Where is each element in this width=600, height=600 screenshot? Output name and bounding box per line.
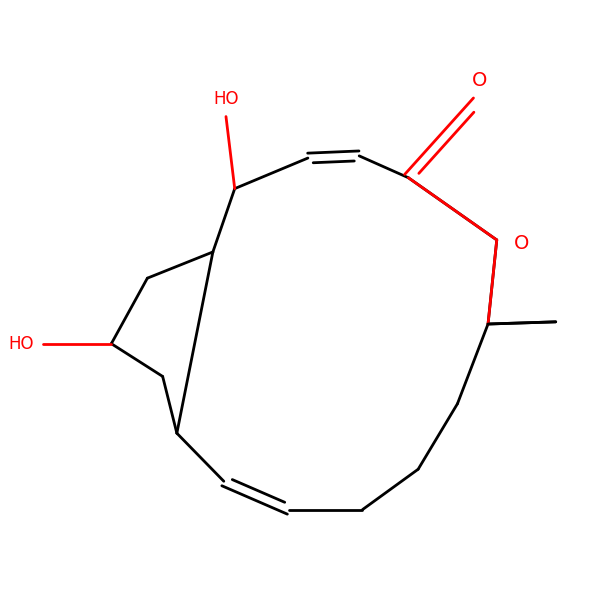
Text: HO: HO [8, 335, 34, 353]
Text: HO: HO [213, 90, 239, 108]
Text: O: O [472, 71, 487, 91]
Text: O: O [514, 234, 530, 253]
